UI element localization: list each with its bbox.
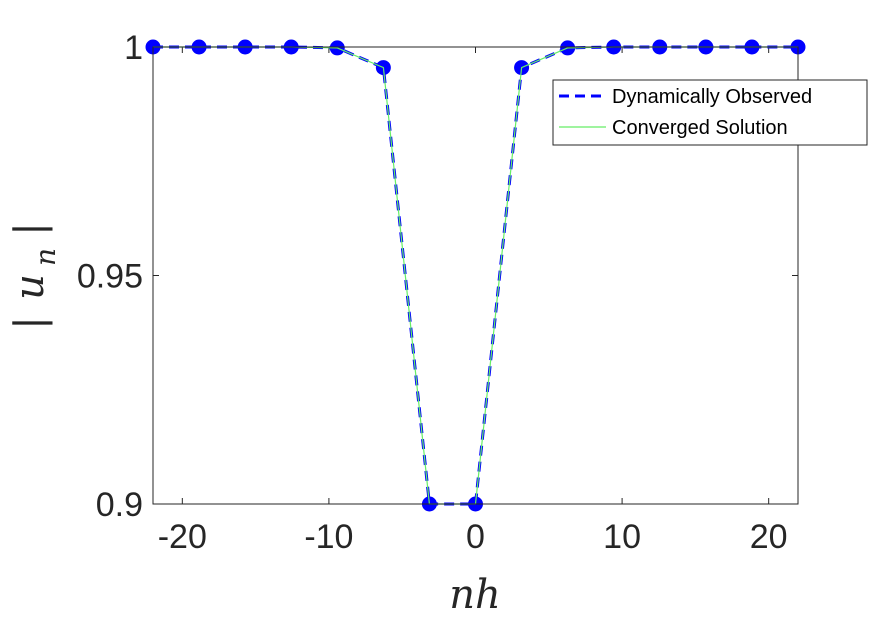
- x-tick-label: 20: [750, 518, 788, 556]
- x-axis-label: nh: [449, 572, 501, 618]
- legend: Dynamically Observed Converged Solution: [552, 79, 868, 146]
- x-tick-labels: -20 -10 0 10 20: [158, 518, 788, 556]
- legend-box: [552, 79, 868, 146]
- legend-label-dynamically-observed: Dynamically Observed: [612, 86, 812, 108]
- y-tick-label: 0.95: [77, 258, 143, 296]
- y-axis-label-sub-n: n: [29, 248, 62, 266]
- x-tick-label: -20: [158, 518, 207, 556]
- y-axis-label-u: u: [7, 274, 53, 300]
- y-axis-label-pipe-right: |: [7, 222, 53, 235]
- x-tick-label: 10: [603, 518, 641, 556]
- y-axis-label: | u n |: [7, 222, 62, 329]
- x-tick-label: -10: [304, 518, 353, 556]
- y-tick-labels: 0.9 0.95 1: [77, 29, 143, 524]
- y-axis-label-pipe-left: |: [7, 316, 53, 329]
- legend-label-converged-solution: Converged Solution: [612, 117, 788, 139]
- plot-frame: [152, 46, 799, 505]
- x-tick-label: 0: [466, 518, 485, 556]
- y-tick-label: 0.9: [96, 486, 143, 524]
- y-tick-label: 1: [124, 29, 143, 67]
